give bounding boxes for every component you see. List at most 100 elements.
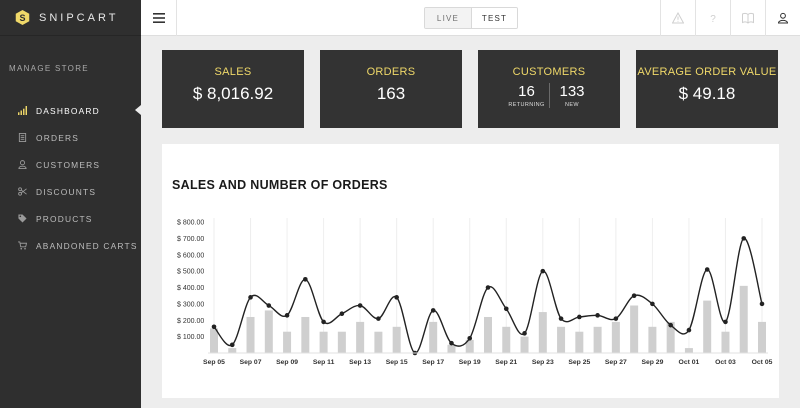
- bar: [283, 331, 292, 353]
- y-tick-label: $ 400.00: [177, 285, 204, 292]
- sidebar-item-label: CUSTOMERS: [36, 159, 101, 170]
- sidebar-item-abandoned-carts[interactable]: ABANDONED CARTS: [0, 232, 141, 259]
- line-point: [613, 316, 619, 321]
- brand-name: SNIPCART: [39, 11, 119, 24]
- line-point: [686, 327, 692, 333]
- scissors-icon: [18, 187, 27, 196]
- sidebar-item-dashboard[interactable]: DASHBOARD: [0, 97, 141, 124]
- warning-button[interactable]: [660, 0, 695, 36]
- bar: [337, 331, 346, 353]
- bar: [611, 321, 620, 353]
- aov-label: AVERAGE ORDER VALUE: [637, 66, 777, 78]
- bar: [557, 326, 566, 353]
- snipcart-logo-icon: S: [15, 10, 30, 25]
- sidebar-item-label: DASHBOARD: [36, 105, 100, 116]
- mode-test-button[interactable]: TEST: [471, 8, 517, 28]
- docs-button[interactable]: [730, 0, 765, 36]
- hamburger-icon: [152, 13, 165, 23]
- bar: [502, 326, 511, 353]
- line-point: [248, 295, 253, 300]
- section-title: MANAGE STORE: [9, 64, 89, 73]
- new-count: 133: [559, 83, 585, 100]
- x-tick-label: Sep 07: [240, 359, 262, 366]
- line-point: [704, 267, 710, 272]
- bar: [739, 285, 748, 353]
- line-point: [650, 301, 655, 307]
- help-icon: ?: [710, 14, 716, 24]
- x-tick-label: Sep 23: [532, 359, 554, 366]
- line-point: [503, 306, 509, 312]
- sidebar-item-discounts[interactable]: DISCOUNTS: [0, 178, 141, 205]
- returning-customers: 16 RETURNING: [504, 83, 549, 108]
- line-point: [540, 268, 546, 274]
- line-point: [741, 236, 747, 241]
- bar: [301, 316, 310, 353]
- help-button[interactable]: ?: [695, 0, 730, 36]
- sidebar-item-orders[interactable]: ORDERS: [0, 124, 141, 151]
- sidebar-item-customers[interactable]: CUSTOMERS: [0, 151, 141, 178]
- x-tick-label: Sep 19: [459, 359, 481, 366]
- y-tick-label: $ 800.00: [177, 220, 204, 227]
- orders-card: ORDERS 163: [320, 50, 462, 128]
- bar-chart-icon: [18, 106, 27, 115]
- line-point: [211, 324, 217, 330]
- line-point: [339, 311, 345, 316]
- line-point: [631, 293, 637, 298]
- topbar: LIVE TEST ?: [141, 0, 800, 36]
- y-tick-label: $ 700.00: [177, 236, 204, 243]
- sales-card: SALES $ 8,016.92: [162, 50, 304, 128]
- svg-text:?: ?: [710, 14, 716, 24]
- sidebar-nav: DASHBOARD ORDERS CUSTOMERS DISCOUNTS PRO…: [0, 97, 141, 259]
- bar: [758, 321, 766, 353]
- bar: [447, 344, 456, 353]
- x-tick-label: Sep 05: [203, 359, 225, 366]
- line-point: [321, 319, 326, 325]
- line-point: [303, 277, 308, 282]
- svg-text:S: S: [19, 13, 25, 23]
- top-icons: ?: [660, 0, 800, 36]
- tag-icon: [18, 214, 27, 223]
- document-icon: [18, 133, 27, 142]
- customers-card: CUSTOMERS 16 RETURNING 133 NEW: [478, 50, 620, 128]
- line-point: [595, 313, 600, 318]
- line-point: [759, 301, 765, 307]
- sidebar-item-label: ORDERS: [36, 132, 80, 143]
- line-point: [485, 285, 491, 290]
- orders-value: 163: [376, 84, 406, 103]
- x-tick-label: Sep 27: [605, 359, 627, 366]
- line-point: [558, 316, 564, 321]
- user-icon: [18, 160, 27, 169]
- x-tick-label: Oct 01: [679, 359, 700, 366]
- line-point: [266, 303, 272, 308]
- x-tick-label: Sep 17: [422, 359, 444, 366]
- sidebar-item-products[interactable]: PRODUCTS: [0, 205, 141, 232]
- sales-label: SALES: [214, 66, 252, 78]
- x-tick-label: Sep 21: [495, 359, 517, 366]
- line-point: [467, 335, 473, 341]
- line-point: [668, 322, 673, 328]
- orders-label: ORDERS: [366, 66, 416, 78]
- mode-live-button[interactable]: LIVE: [425, 8, 471, 28]
- y-tick-label: $ 300.00: [177, 301, 204, 308]
- bar: [630, 305, 639, 353]
- menu-button[interactable]: [141, 0, 177, 36]
- warning-icon: [672, 12, 684, 24]
- sidebar: S SNIPCART MANAGE STORE DASHBOARD ORDERS…: [0, 0, 141, 408]
- sales-orders-chart: $ 100.00 $ 200.00 $ 300.00 $ 400.00 $ 500.00…: [177, 218, 773, 366]
- chart-title: SALES AND NUMBER OF ORDERS: [172, 178, 388, 192]
- bar: [210, 328, 218, 353]
- bar: [374, 331, 383, 353]
- y-tick-label: $ 600.00: [177, 252, 204, 259]
- bar: [319, 331, 328, 353]
- line-point: [449, 340, 454, 346]
- x-tick-label: Sep 09: [276, 359, 298, 366]
- bar: [666, 321, 675, 353]
- mode-toggle: LIVE TEST: [424, 7, 518, 29]
- new-label: NEW: [564, 102, 580, 108]
- brand[interactable]: S SNIPCART: [0, 0, 141, 36]
- bar: [593, 326, 602, 353]
- cart-icon: [18, 241, 27, 250]
- account-button[interactable]: [765, 0, 800, 36]
- bar: [392, 326, 401, 353]
- line-point: [577, 314, 582, 320]
